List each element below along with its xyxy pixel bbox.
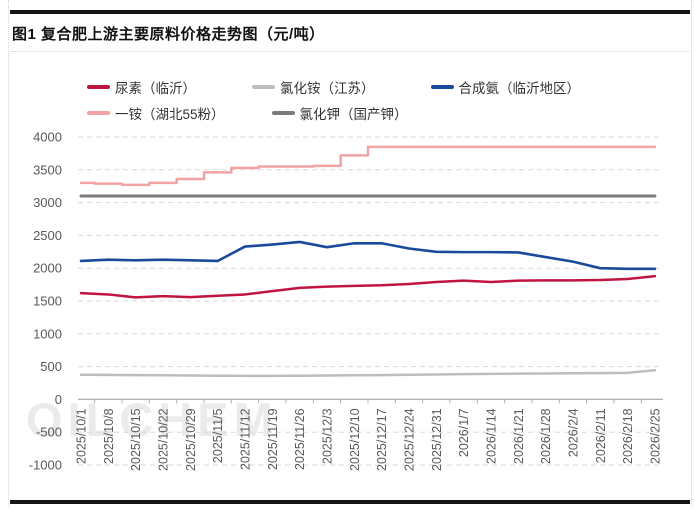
legend-row-2: 一铵（湖北55粉） 氯化钾（国产钾） xyxy=(0,100,700,126)
x-tick-label-2025-12-10: 2025/12/10 xyxy=(348,408,362,471)
x-tick-label-2026-1-7: 2026/1/7 xyxy=(457,408,471,457)
series-line-synthetic-ammonia-linyi xyxy=(79,240,657,271)
price-trend-line-chart: 4000 3500 3000 2500 2000 1500 1000 500 0 -500 -100… xyxy=(29,130,663,473)
series-line-map-hubei-55 xyxy=(79,145,657,187)
x-tick-label-2025-11-12: 2025/11/12 xyxy=(238,408,252,470)
y-tick-label-1500: 1500 xyxy=(33,294,62,309)
x-tick-label-2026-2-18: 2026/2/18 xyxy=(621,408,635,464)
x-tick-label-2025-12-17: 2025/12/17 xyxy=(375,408,389,471)
y-tick-label-2000: 2000 xyxy=(33,261,62,276)
legend-item-map-hubei-55: 一铵（湖北55粉） xyxy=(87,103,225,123)
legend-marker-urea-linyi xyxy=(87,85,110,89)
y-tick-label-2500: 2500 xyxy=(33,228,62,243)
x-tick-label-2026-2-11: 2026/2/11 xyxy=(594,408,608,463)
x-tick-label-2025-12-3: 2025/12/3 xyxy=(320,408,334,464)
x-tick-label-2026-1-28: 2026/1/28 xyxy=(539,408,553,464)
legend-marker-ammonium-chloride-jiangsu xyxy=(252,85,275,89)
x-tick-label-2025-10-15: 2025/10/15 xyxy=(129,408,143,471)
legend-label-ammonium-chloride-jiangsu: 氯化铵（江苏） xyxy=(280,81,375,96)
series-line-urea-linyi xyxy=(79,274,657,299)
x-tick-label-2026-2-25: 2026/2/25 xyxy=(648,408,662,464)
x-tick-label-2025-10-22: 2025/10/22 xyxy=(156,408,170,471)
legend-label-synthetic-ammonia-linyi: 合成氨（临沂地区） xyxy=(458,81,581,96)
legend-row-1: 尿素（临沂） 氯化铵（江苏） 合成氨（临沂地区） xyxy=(0,74,700,100)
top-divider xyxy=(10,10,690,14)
legend-marker-synthetic-ammonia-linyi xyxy=(430,85,454,89)
legend-item-synthetic-ammonia-linyi: 合成氨（临沂地区） xyxy=(430,77,581,97)
legend-item-ammonium-chloride-jiangsu: 氯化铵（江苏） xyxy=(252,77,375,97)
x-tick-label-2025-11-19: 2025/11/19 xyxy=(266,408,280,470)
y-tick-label-3000: 3000 xyxy=(33,195,62,210)
legend-label-map-hubei-55: 一铵（湖北55粉） xyxy=(115,107,225,122)
y-tick-label-500: 500 xyxy=(40,359,62,374)
x-tick-label-2025-11-5: 2025/11/5 xyxy=(211,408,225,463)
x-tick-label-2026-1-21: 2026/1/21 xyxy=(512,408,526,464)
legend-item-potassium-chloride-domestic: 氯化钾（国产钾） xyxy=(271,103,408,123)
legend-label-urea-linyi: 尿素（临沂） xyxy=(115,81,196,96)
y-tick-label-1000: 1000 xyxy=(33,326,62,341)
chart-legend: 尿素（临沂） 氯化铵（江苏） 合成氨（临沂地区） 一铵（湖北55粉） 氯化钾（国产钾） xyxy=(0,74,700,126)
x-tick-label-2025-10-29: 2025/10/29 xyxy=(184,408,198,471)
y-tick-label--1000: -1000 xyxy=(29,458,62,473)
x-tick-label-2025-11-26: 2025/11/26 xyxy=(293,408,307,470)
legend-label-potassium-chloride-domestic: 氯化钾（国产钾） xyxy=(299,107,408,122)
title-divider xyxy=(10,51,690,52)
x-tick-label-2025-12-31: 2025/12/31 xyxy=(430,408,444,471)
x-tick-label-2025-12-24: 2025/12/24 xyxy=(402,408,416,471)
x-tick-label-2026-1-14: 2026/1/14 xyxy=(484,408,498,464)
y-tick-label-0: 0 xyxy=(55,392,62,407)
bottom-divider xyxy=(10,500,690,504)
legend-marker-potassium-chloride-domestic xyxy=(271,111,295,115)
x-tick-label-2025-10-8: 2025/10/8 xyxy=(102,408,116,464)
chart-title: 图1 复合肥上游主要原料价格走势图（元/吨） xyxy=(12,26,325,43)
y-tick-label--500: -500 xyxy=(36,425,62,440)
x-tick-label-2025-10-1: 2025/10/1 xyxy=(75,408,89,464)
legend-item-urea-linyi: 尿素（临沂） xyxy=(87,77,196,97)
legend-marker-map-hubei-55 xyxy=(87,111,110,115)
series-line-ammonium-chloride-jiangsu xyxy=(79,368,657,378)
y-tick-label-4000: 4000 xyxy=(33,130,62,145)
y-tick-label-3500: 3500 xyxy=(33,162,62,177)
x-tick-label-2026-2-4: 2026/2/4 xyxy=(566,408,580,457)
